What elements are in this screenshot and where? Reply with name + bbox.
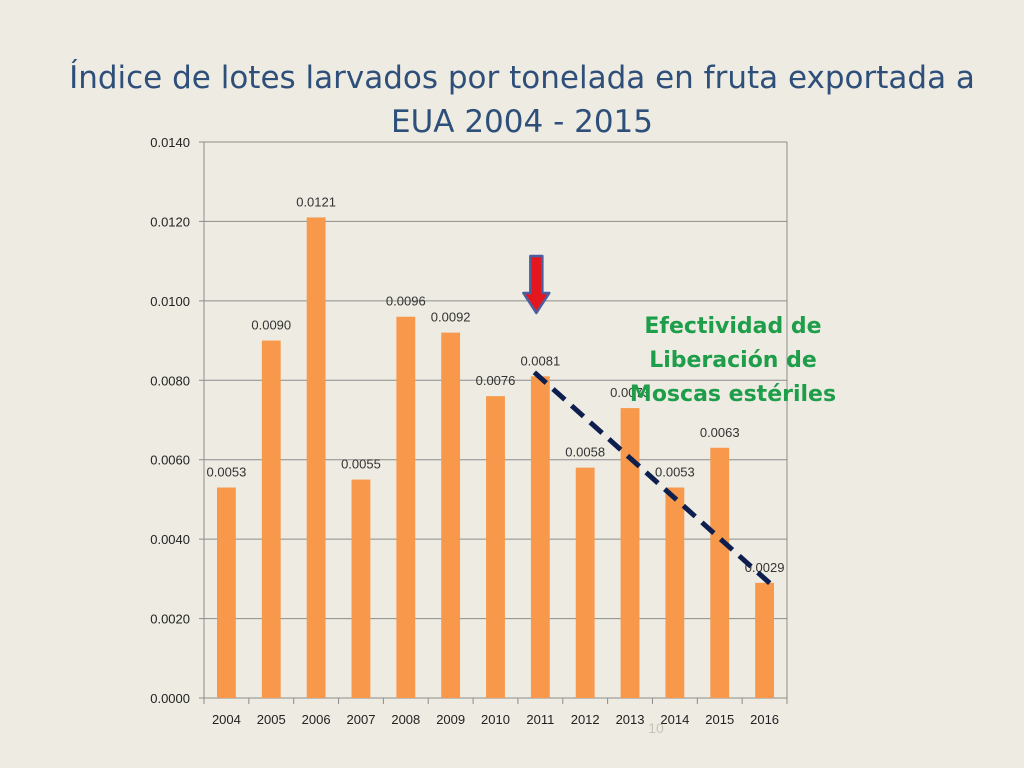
data-label: 0.0029 <box>745 560 785 575</box>
bar-2014 <box>665 487 685 698</box>
bar-2007 <box>351 479 371 698</box>
chart-title: Índice de lotes larvados por tonelada en… <box>69 60 975 140</box>
y-tick-label: 0.0020 <box>150 612 190 627</box>
data-label: 0.0081 <box>520 353 560 368</box>
bar-2013 <box>620 408 640 698</box>
data-label: 0.0055 <box>341 457 381 472</box>
x-tick-label: 2006 <box>302 712 331 727</box>
data-label: 0.0058 <box>565 445 605 460</box>
down-arrow-icon <box>522 254 551 315</box>
data-label: 0.0053 <box>655 465 695 480</box>
bars <box>217 217 774 698</box>
x-tick-label: 2011 <box>526 712 554 727</box>
slide-number: 10 <box>648 720 664 736</box>
x-tick-label: 2005 <box>257 712 286 727</box>
bar-2015 <box>710 447 730 698</box>
annotation-text: Efectividad de Liberación de Moscas esté… <box>629 314 837 407</box>
y-axis-ticks: 0.0000 0.0020 0.0040 0.0060 0.0080 0.0100 0.01… <box>150 135 190 706</box>
y-tick-label: 0.0040 <box>150 532 190 547</box>
x-tick-label: 2008 <box>391 712 420 727</box>
y-tick-label: 0.0060 <box>150 453 190 468</box>
y-tick-label: 0.0080 <box>150 373 190 388</box>
bar-2016 <box>755 582 774 698</box>
data-label: 0.0092 <box>431 310 471 325</box>
x-tick-label: 2010 <box>481 712 510 727</box>
bar-2005 <box>261 340 281 698</box>
x-tick-label: 2009 <box>436 712 465 727</box>
data-labels: 0.0053 0.0090 0.0121 0.0055 0.0096 0.0092 0.00… <box>207 194 785 574</box>
x-tick-label: 2007 <box>347 712 376 727</box>
x-axis-ticks: 2004 2005 2006 2007 2008 2009 2010 2011 2012 2013… <box>212 712 779 727</box>
trend-line <box>532 370 774 587</box>
chart-overlay <box>522 254 774 587</box>
y-tick-label: 0.0120 <box>150 214 190 229</box>
data-label: 0.0076 <box>476 373 516 388</box>
x-tick-label: 2004 <box>212 712 241 727</box>
data-label: 0.0053 <box>207 465 247 480</box>
bar-2006 <box>306 217 326 698</box>
bar-2012 <box>575 467 595 698</box>
data-label: 0.0063 <box>700 425 740 440</box>
x-tick-label: 2014 <box>660 712 689 727</box>
data-label: 0.0090 <box>251 318 291 333</box>
data-label: 0.0096 <box>386 294 426 309</box>
x-tick-label: 2013 <box>616 712 645 727</box>
bar-2010 <box>486 396 505 698</box>
bar-2004 <box>217 487 236 698</box>
bar-2009 <box>441 332 461 698</box>
x-tick-label: 2015 <box>705 712 734 727</box>
data-label: 0.0073 <box>610 385 650 400</box>
y-tick-label: 0.0100 <box>150 294 190 309</box>
data-label: 0.0121 <box>296 194 336 209</box>
x-tick-label: 2016 <box>750 712 779 727</box>
y-tick-label: 0.0140 <box>150 135 190 150</box>
x-tick-label: 2012 <box>571 712 600 727</box>
y-tick-label: 0.0000 <box>150 691 190 706</box>
bar-2008 <box>396 316 416 698</box>
bar-2011 <box>530 376 550 698</box>
